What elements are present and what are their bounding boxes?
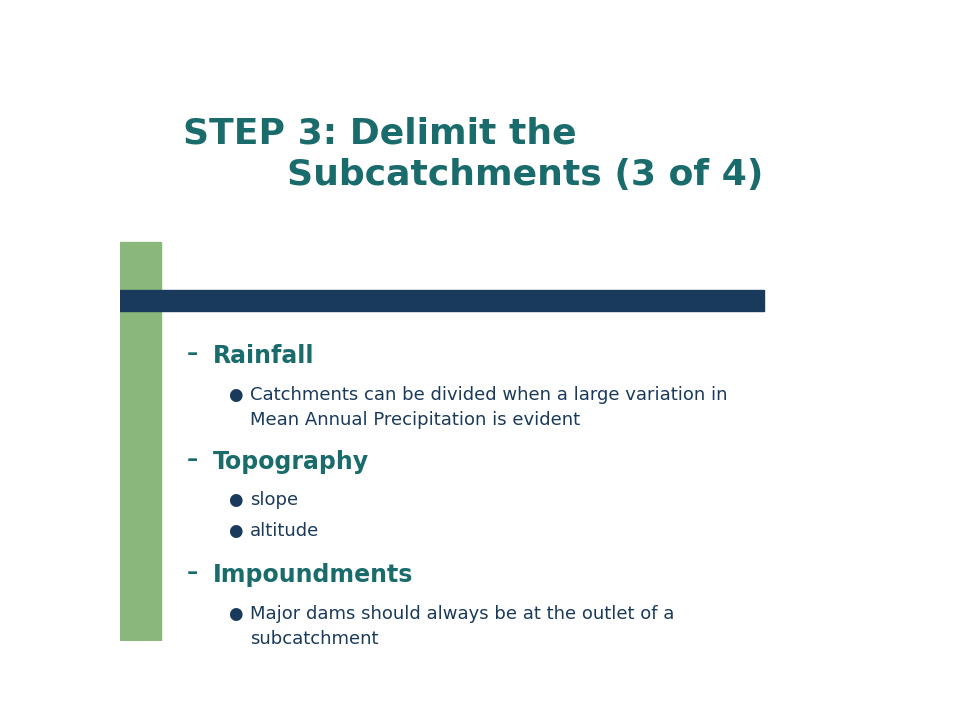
Text: subcatchment: subcatchment xyxy=(251,630,378,648)
Text: Topography: Topography xyxy=(213,449,370,474)
Text: Mean Annual Precipitation is evident: Mean Annual Precipitation is evident xyxy=(251,410,581,428)
Text: STEP 3: Delimit the: STEP 3: Delimit the xyxy=(183,117,577,151)
Text: Impoundments: Impoundments xyxy=(213,563,414,588)
Bar xyxy=(120,242,161,312)
Text: ●: ● xyxy=(228,605,242,623)
Text: ●: ● xyxy=(228,521,242,539)
Text: Subcatchments (3 of 4): Subcatchments (3 of 4) xyxy=(287,158,763,192)
Text: altitude: altitude xyxy=(251,521,320,539)
Bar xyxy=(120,290,763,311)
Bar xyxy=(120,290,161,641)
Text: –: – xyxy=(187,344,198,364)
Text: Major dams should always be at the outlet of a: Major dams should always be at the outle… xyxy=(251,605,675,623)
Text: –: – xyxy=(187,563,198,583)
Text: Rainfall: Rainfall xyxy=(213,344,315,368)
Text: ●: ● xyxy=(228,386,242,404)
Text: –: – xyxy=(187,449,198,469)
Text: ●: ● xyxy=(228,491,242,509)
Text: slope: slope xyxy=(251,491,299,509)
Text: Catchments can be divided when a large variation in: Catchments can be divided when a large v… xyxy=(251,386,728,404)
